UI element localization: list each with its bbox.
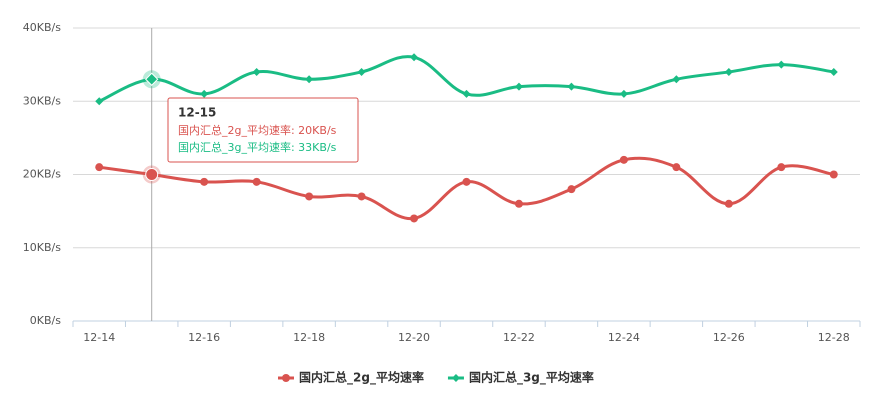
y-tick-label: 20KB/s — [23, 168, 61, 181]
point — [619, 89, 628, 98]
point — [305, 75, 314, 84]
point — [144, 72, 159, 86]
point — [410, 214, 419, 223]
x-tick-label: 12-20 — [398, 331, 430, 344]
point — [514, 199, 523, 208]
tooltip-box — [167, 97, 359, 163]
point — [829, 170, 838, 179]
point — [724, 199, 733, 208]
tooltip: 12-15 国内汇总_2g_平均速率: 20KB/s 国内汇总_3g_平均速率: 3… — [167, 97, 359, 163]
tooltip-line: 国内汇总_2g_平均速率: 20KB/s — [178, 123, 337, 137]
legend-marker — [282, 374, 290, 382]
legend-marker — [451, 374, 460, 382]
legend-label: 国内汇总_2g_平均速率 — [299, 370, 424, 386]
x-tick-label: 12-16 — [188, 331, 220, 344]
point — [724, 67, 733, 76]
point — [777, 60, 786, 69]
point — [672, 75, 681, 84]
series-line — [99, 156, 835, 220]
point — [514, 82, 523, 91]
point — [672, 163, 681, 172]
point — [357, 192, 366, 201]
point — [462, 89, 471, 98]
y-tick-label: 40KB/s — [23, 21, 61, 34]
point — [305, 192, 314, 201]
x-tick-label: 12-26 — [713, 331, 745, 344]
point — [145, 168, 159, 181]
point — [410, 53, 419, 62]
point — [462, 177, 471, 186]
tooltip-title: 12-15 — [178, 106, 216, 120]
point — [200, 177, 209, 186]
point — [567, 185, 576, 194]
point — [252, 177, 261, 186]
x-tick-label: 12-22 — [503, 331, 535, 344]
tooltip-line: 国内汇总_3g_平均速率: 33KB/s — [178, 140, 337, 154]
x-tick-label: 12-24 — [608, 331, 640, 344]
point — [829, 67, 838, 76]
legend-label: 国内汇总_3g_平均速率 — [469, 370, 594, 386]
y-tick-label: 10KB/s — [23, 241, 61, 254]
point — [95, 163, 104, 172]
x-tick-label: 12-28 — [818, 331, 850, 344]
point — [252, 67, 261, 76]
y-tick-label: 0KB/s — [30, 314, 61, 327]
point — [357, 67, 366, 76]
point — [200, 89, 209, 98]
point — [777, 163, 786, 172]
x-tick-label: 12-14 — [83, 331, 115, 344]
point — [619, 155, 628, 164]
point — [567, 82, 576, 91]
point — [95, 97, 104, 106]
y-tick-label: 30KB/s — [23, 94, 61, 107]
x-tick-label: 12-18 — [293, 331, 325, 344]
